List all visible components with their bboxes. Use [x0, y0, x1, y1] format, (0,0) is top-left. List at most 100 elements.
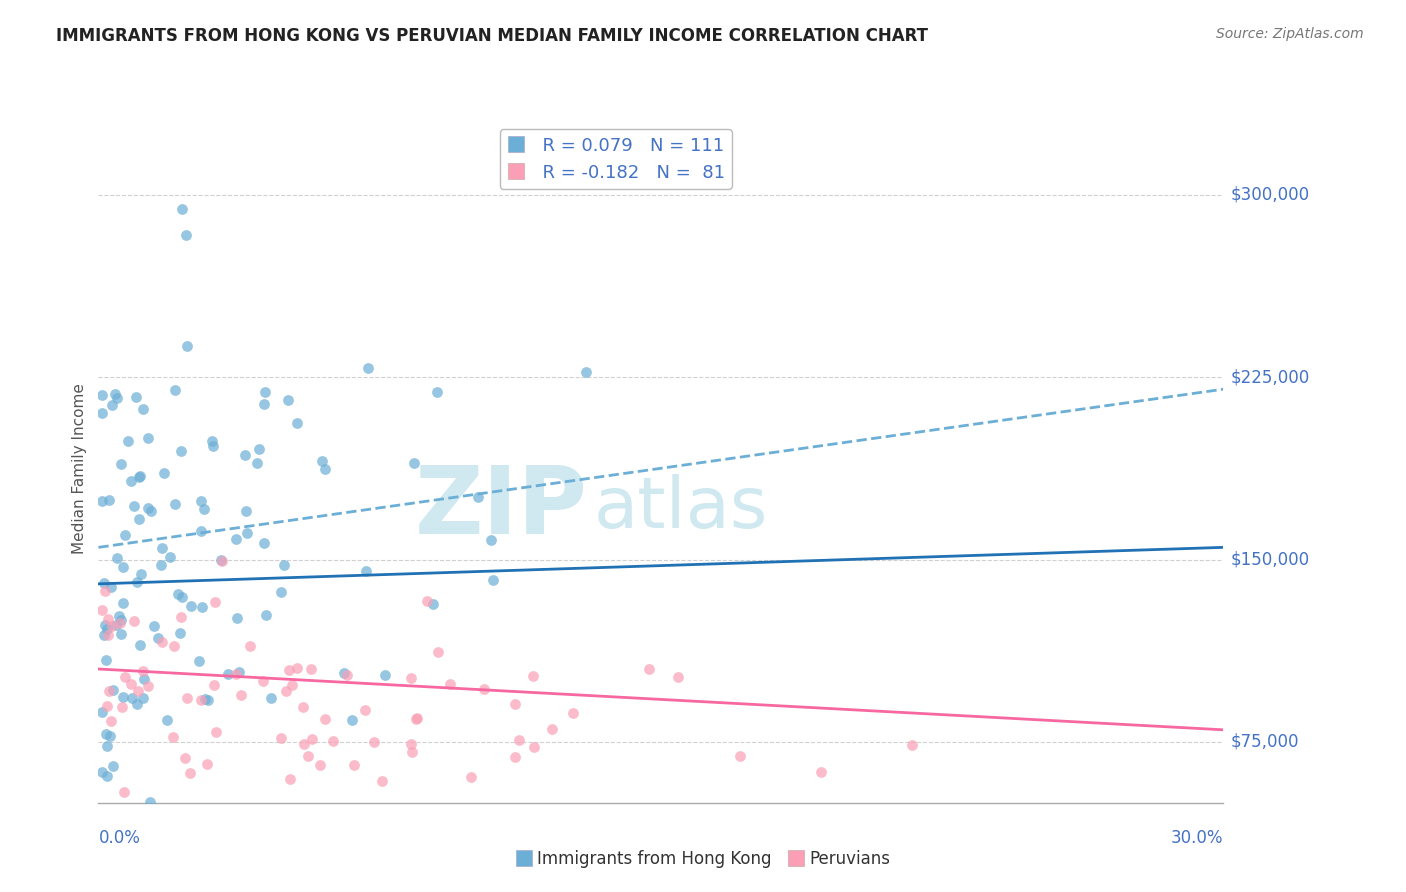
Point [278, 663, 301, 677]
Point [108, 616, 131, 631]
Point [374, 668, 396, 682]
Point [810, 764, 832, 779]
Point [399, 737, 422, 751]
Point [401, 745, 423, 759]
Point [104, 387, 127, 401]
Point [132, 673, 155, 687]
Point [120, 677, 142, 691]
Point [503, 750, 526, 764]
Point [277, 393, 299, 408]
Point [91, 388, 114, 402]
Point [121, 691, 143, 706]
Point [179, 765, 201, 780]
Point [472, 681, 495, 696]
Point [505, 697, 527, 711]
Point [281, 678, 304, 692]
Point [399, 671, 422, 685]
Point [728, 749, 751, 764]
Point [299, 662, 322, 676]
Point [96, 768, 118, 782]
Point [273, 558, 295, 572]
Point [247, 442, 270, 456]
Point [297, 749, 319, 764]
Point [202, 678, 225, 692]
Point [150, 558, 173, 572]
Point [508, 733, 530, 747]
Point [301, 731, 323, 746]
Point [276, 683, 298, 698]
Point [950, 815, 973, 830]
Point [231, 689, 253, 703]
Point [127, 808, 149, 822]
Point [467, 491, 489, 505]
Point [314, 462, 336, 476]
Point [193, 501, 215, 516]
Point [128, 512, 150, 526]
Point [191, 600, 214, 615]
Point [278, 772, 301, 787]
Point [132, 664, 155, 678]
Point [163, 640, 186, 654]
Point [129, 638, 152, 652]
Point [107, 391, 129, 405]
Point [322, 734, 344, 748]
Point [114, 527, 136, 541]
Point [129, 469, 152, 483]
Point [176, 690, 198, 705]
Point [110, 613, 132, 627]
Point [170, 444, 193, 458]
Point [225, 532, 247, 546]
Point [94, 727, 117, 741]
Point [285, 416, 308, 430]
Point [104, 618, 127, 632]
Point [176, 227, 198, 242]
Point [94, 583, 117, 598]
Point [127, 684, 149, 698]
Point [194, 691, 217, 706]
Point [122, 499, 145, 513]
Point [91, 764, 114, 779]
Point [427, 645, 450, 659]
Point [98, 683, 121, 698]
Point [101, 758, 124, 772]
Point [561, 706, 583, 720]
Point [246, 456, 269, 470]
Point [336, 668, 359, 682]
Point [107, 551, 129, 566]
Point [309, 758, 332, 772]
Point [96, 739, 118, 753]
Legend: Immigrants from Hong Kong, Peruvians: Immigrants from Hong Kong, Peruvians [509, 844, 897, 875]
Point [172, 590, 194, 604]
Point [129, 566, 152, 581]
Point [127, 575, 149, 590]
Point [110, 458, 132, 472]
Point [114, 670, 136, 684]
Point [94, 653, 117, 667]
Point [167, 586, 190, 600]
Point [481, 574, 503, 588]
Text: $150,000: $150,000 [1230, 550, 1309, 568]
Point [100, 714, 122, 729]
Point [314, 712, 336, 726]
Point [142, 618, 165, 632]
Point [441, 813, 464, 827]
Text: $225,000: $225,000 [1230, 368, 1309, 386]
Point [479, 533, 502, 548]
Text: IMMIGRANTS FROM HONG KONG VS PERUVIAN MEDIAN FAMILY INCOME CORRELATION CHART: IMMIGRANTS FROM HONG KONG VS PERUVIAN ME… [56, 27, 928, 45]
Point [666, 669, 689, 683]
Point [150, 541, 173, 556]
Point [97, 492, 120, 507]
Point [190, 494, 212, 508]
Point [101, 398, 124, 412]
Point [131, 690, 153, 705]
Point [252, 674, 274, 689]
Point [96, 622, 118, 636]
Point [233, 448, 256, 462]
Point [91, 406, 114, 420]
Point [91, 706, 114, 720]
Point [91, 493, 114, 508]
Point [190, 524, 212, 538]
Point [353, 703, 375, 717]
Point [541, 722, 564, 736]
Point [253, 384, 276, 399]
